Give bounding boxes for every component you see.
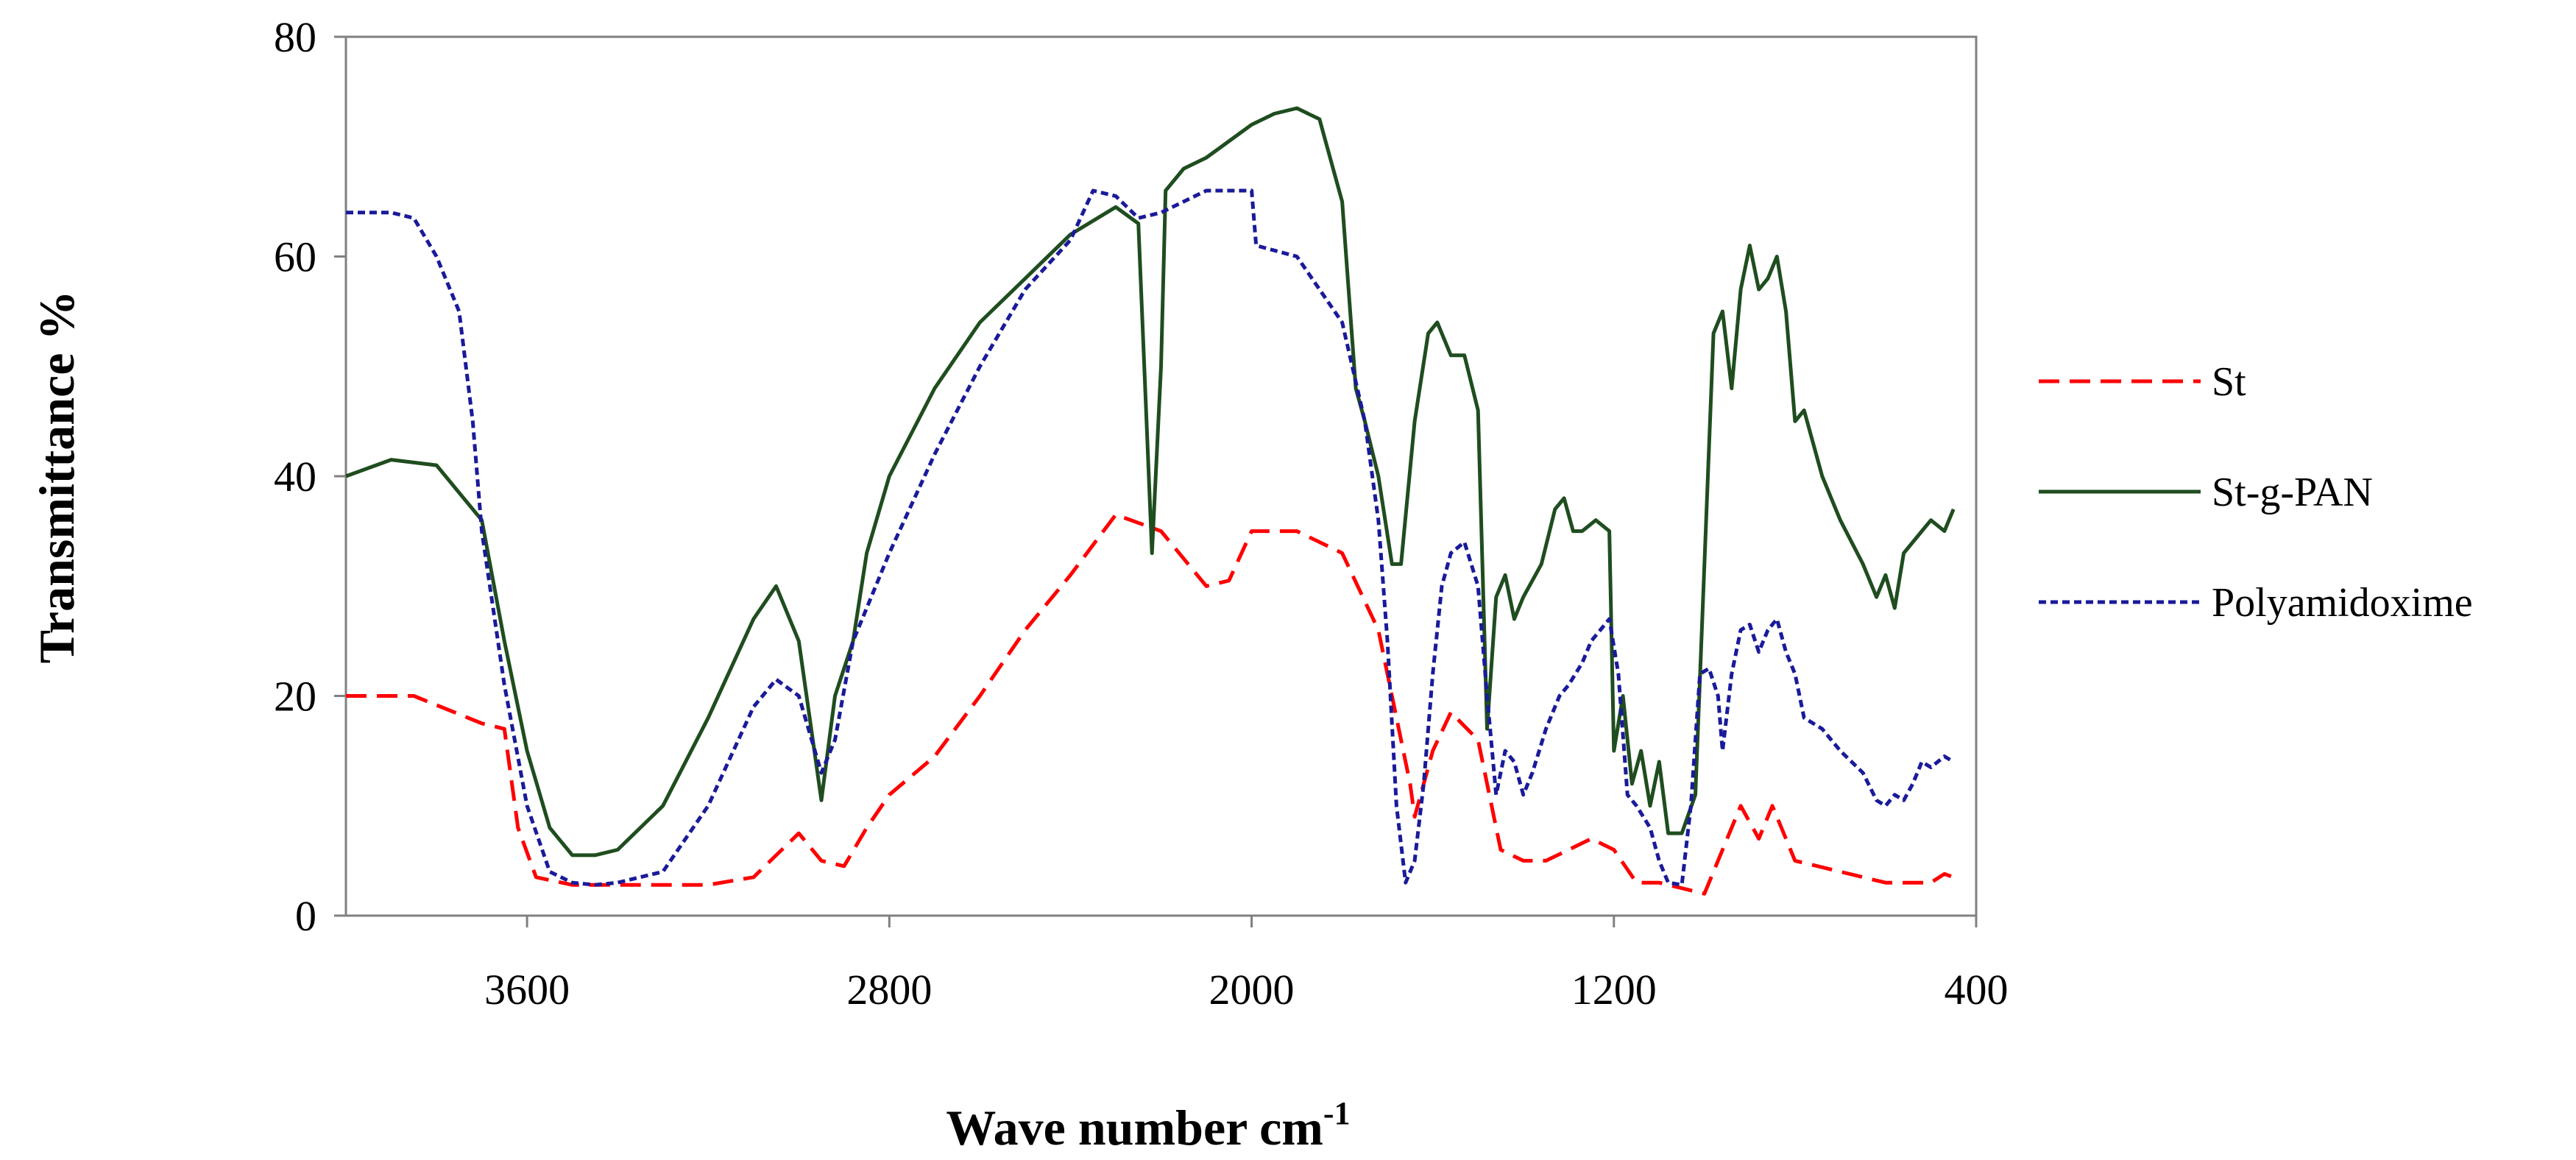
y-tick-label: 20 xyxy=(274,673,316,721)
legend-label: St-g-PAN xyxy=(2212,470,2373,515)
series-line-st-g-pan xyxy=(345,106,1956,857)
y-axis-title: Transmittance % xyxy=(29,291,85,664)
x-tick-label: 400 xyxy=(1945,966,2009,1014)
legend: St St-g-PAN Polyamidoxime xyxy=(2039,359,2473,626)
legend-label: St xyxy=(2212,359,2246,405)
plot-area xyxy=(344,35,1978,917)
x-tick-label: 3600 xyxy=(484,966,570,1014)
x-axis: 3600 2800 2000 1200 400 xyxy=(484,916,2009,1014)
x-axis-title: Wave number cm-1 xyxy=(946,1095,1350,1156)
x-tick-label: 1200 xyxy=(1571,966,1657,1014)
y-tick-label: 60 xyxy=(274,233,316,281)
y-axis: 0 20 40 60 80 xyxy=(274,13,346,940)
y-tick-label: 80 xyxy=(274,13,316,61)
series-line-st xyxy=(346,512,1955,896)
series-layer xyxy=(345,106,1956,896)
legend-label: Polyamidoxime xyxy=(2212,580,2473,626)
x-axis-title-main: Wave number cm xyxy=(946,1100,1323,1156)
x-tick-label: 2000 xyxy=(1209,966,1295,1014)
y-tick-label: 40 xyxy=(274,453,316,501)
x-tick-label: 2800 xyxy=(846,966,932,1014)
y-tick-label: 0 xyxy=(295,892,316,940)
x-axis-title-superscript: -1 xyxy=(1323,1095,1351,1131)
